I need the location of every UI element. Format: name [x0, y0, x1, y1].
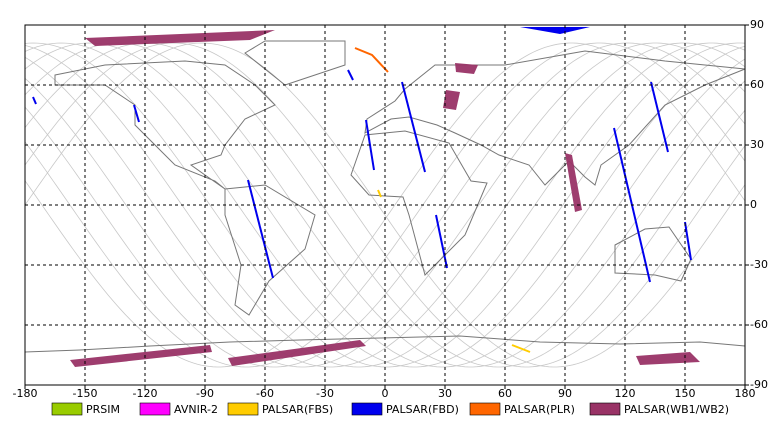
x-tick-label: 120 — [615, 387, 636, 400]
legend-label: PALSAR(WB1/WB2) — [624, 403, 729, 416]
swaths — [32, 27, 700, 367]
x-tick-label: -180 — [13, 387, 38, 400]
y-tick-label: 60 — [750, 78, 764, 91]
south-america — [224, 184, 316, 316]
x-tick-label: 0 — [382, 387, 389, 400]
y-tick-label: -90 — [750, 378, 768, 391]
legend-swatch — [51, 402, 83, 416]
legend-swatch — [469, 402, 501, 416]
y-tick-label: 90 — [750, 18, 764, 31]
coastlines — [24, 40, 746, 353]
africa — [350, 130, 488, 276]
swath — [228, 340, 366, 366]
swath — [443, 90, 460, 110]
swath — [377, 189, 382, 198]
swath — [347, 69, 354, 81]
swath — [401, 81, 426, 173]
swath — [636, 352, 700, 365]
swath — [247, 179, 274, 279]
x-tick-label: -90 — [196, 387, 214, 400]
plot-frame — [24, 24, 746, 386]
legend-label: AVNIR-2 — [174, 403, 218, 416]
legend-swatch — [589, 402, 621, 416]
x-tick-label: -30 — [316, 387, 334, 400]
y-tick-label: -60 — [750, 318, 768, 331]
swath — [684, 221, 692, 261]
greenland — [244, 40, 346, 86]
x-tick-label: -60 — [256, 387, 274, 400]
swath — [565, 153, 582, 212]
swath — [520, 27, 590, 34]
australia — [614, 226, 692, 282]
swath — [133, 104, 140, 123]
legend-label: PALSAR(PLR) — [504, 403, 575, 416]
x-tick-label: 90 — [558, 387, 572, 400]
orbit-track — [24, 42, 746, 368]
x-tick-label: -150 — [73, 387, 98, 400]
antarctica — [24, 335, 746, 353]
y-tick-label: 30 — [750, 138, 764, 151]
legend-swatch — [139, 402, 171, 416]
orbit-track — [24, 42, 746, 368]
x-tick-label: 150 — [675, 387, 696, 400]
x-tick-label: 30 — [438, 387, 452, 400]
eurasia — [364, 50, 746, 186]
legend-label: PRSIM — [86, 403, 120, 416]
swath — [70, 345, 212, 367]
legend-label: PALSAR(FBD) — [386, 403, 459, 416]
swath — [354, 47, 389, 73]
legend-swatch — [227, 402, 259, 416]
swath — [455, 63, 478, 74]
legend: PRSIM AVNIR-2 PALSAR(FBS) PALSAR(FBD) PALSAR… — [51, 402, 729, 416]
swath — [511, 344, 531, 353]
x-tick-label: 180 — [735, 387, 756, 400]
swath — [650, 81, 669, 153]
y-tick-label: -30 — [750, 258, 768, 271]
x-tick-label: 60 — [498, 387, 512, 400]
x-tick-label: -120 — [133, 387, 158, 400]
legend-label: PALSAR(FBS) — [262, 403, 333, 416]
swath — [32, 96, 37, 105]
y-tick-label: 0 — [750, 198, 757, 211]
legend-swatch — [351, 402, 383, 416]
swath — [85, 30, 275, 46]
